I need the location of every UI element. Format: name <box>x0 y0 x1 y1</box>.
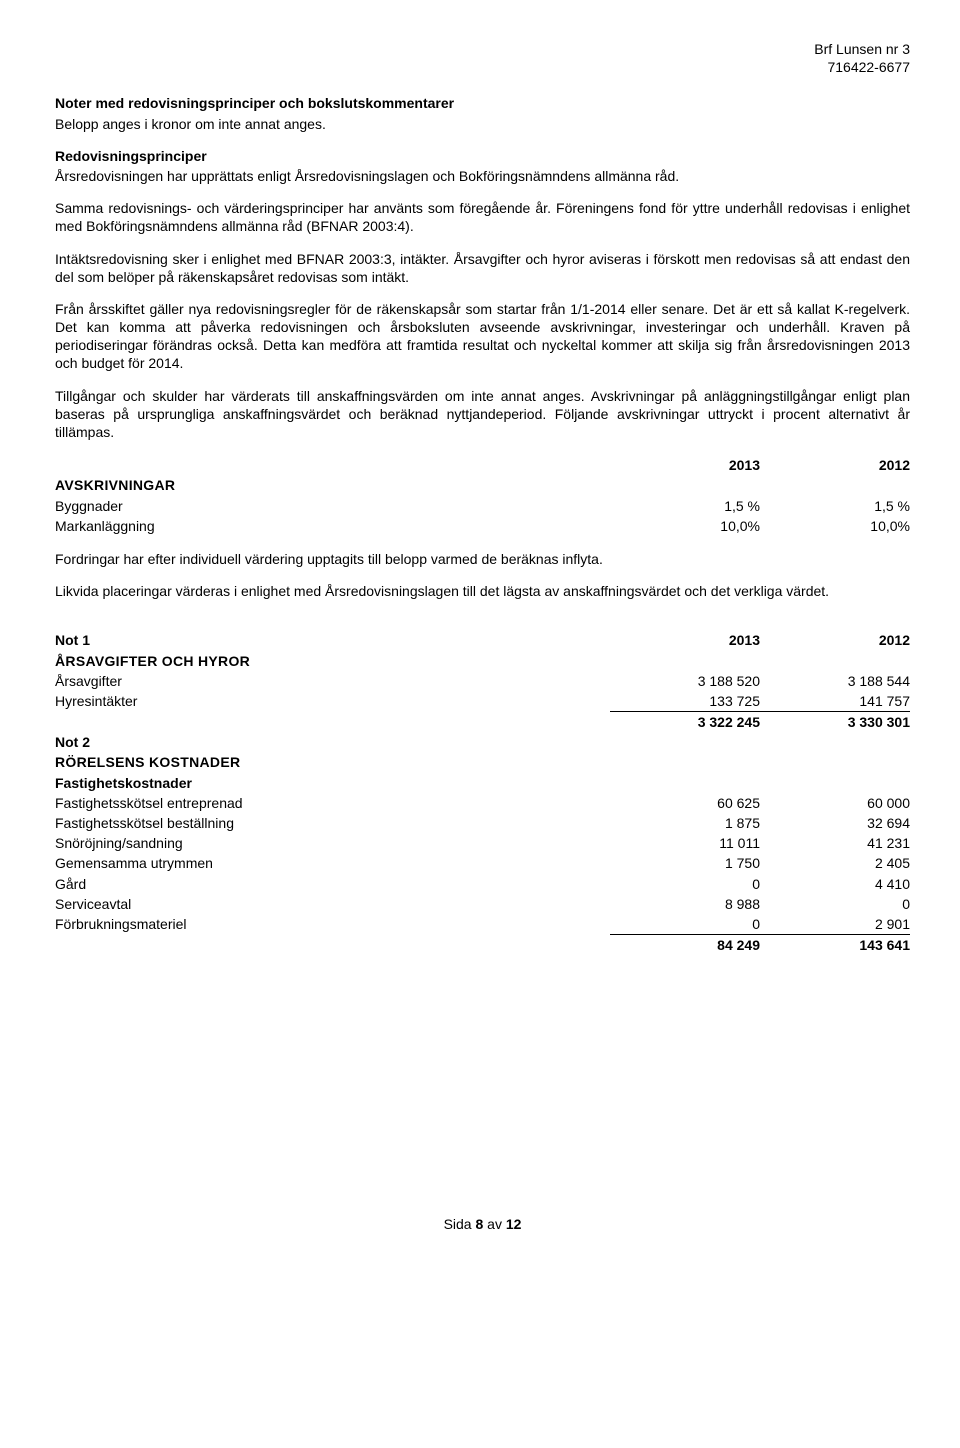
sec1-p1: Årsredovisningen har upprättats enligt Å… <box>55 167 910 185</box>
not2-head: RÖRELSENS KOSTNADER <box>55 752 610 772</box>
table-row: Hyresintäkter 133 725 141 757 <box>55 691 910 712</box>
avskr-row: Byggnader 1,5 % 1,5 % <box>55 496 910 516</box>
page-footer: Sida 8 av 12 <box>55 1215 910 1233</box>
table-row: Förbrukningsmateriel 0 2 901 <box>55 914 910 935</box>
para-6: Fordringar har efter individuell värderi… <box>55 550 910 568</box>
sec1-head: Redovisningsprinciper <box>55 147 910 165</box>
col-year-1: 2013 <box>610 455 760 475</box>
table-row: Fastighetsskötsel beställning 1 875 32 6… <box>55 813 910 833</box>
not1-col2: 2012 <box>760 630 910 650</box>
table-row: Gård 0 4 410 <box>55 874 910 894</box>
not1-col1: 2013 <box>610 630 760 650</box>
subtitle: Belopp anges i kronor om inte annat ange… <box>55 115 910 133</box>
not2-total-row: 84 249 143 641 <box>55 935 910 956</box>
not2-title: Not 2 <box>55 732 610 752</box>
company-name: Brf Lunsen nr 3 <box>55 40 910 58</box>
avskr-head: AVSKRIVNINGAR <box>55 475 610 495</box>
table-row: Serviceavtal 8 988 0 <box>55 894 910 914</box>
table-row: Fastighetsskötsel entreprenad 60 625 60 … <box>55 793 910 813</box>
header-company-block: Brf Lunsen nr 3 716422-6677 <box>55 40 910 76</box>
org-number: 716422-6677 <box>55 58 910 76</box>
avskr-row: Markanläggning 10,0% 10,0% <box>55 516 910 536</box>
section-redovisningsprinciper: Redovisningsprinciper Årsredovisningen h… <box>55 147 910 185</box>
not1-head: ÅRSAVGIFTER OCH HYROR <box>55 651 610 671</box>
para-4: Från årsskiftet gäller nya redovisningsr… <box>55 300 910 373</box>
para-7: Likvida placeringar värderas i enlighet … <box>55 582 910 600</box>
table-row: Gemensamma utrymmen 1 750 2 405 <box>55 853 910 873</box>
table-row: Årsavgifter 3 188 520 3 188 544 <box>55 671 910 691</box>
notes-table: Not 1 2013 2012 ÅRSAVGIFTER OCH HYROR År… <box>55 630 910 955</box>
table-row: Snöröjning/sandning 11 011 41 231 <box>55 833 910 853</box>
para-5: Tillgångar och skulder har värderats til… <box>55 387 910 442</box>
col-year-2: 2012 <box>760 455 910 475</box>
not1-title: Not 1 <box>55 630 610 650</box>
not1-total-row: 3 322 245 3 330 301 <box>55 712 910 733</box>
page-title: Noter med redovisningsprinciper och boks… <box>55 94 910 112</box>
avskrivningar-table: 2013 2012 AVSKRIVNINGAR Byggnader 1,5 % … <box>55 455 910 536</box>
not2-sub: Fastighetskostnader <box>55 773 610 793</box>
para-3: Intäktsredovisning sker i enlighet med B… <box>55 250 910 286</box>
para-2: Samma redovisnings- och värderingsprinci… <box>55 199 910 235</box>
